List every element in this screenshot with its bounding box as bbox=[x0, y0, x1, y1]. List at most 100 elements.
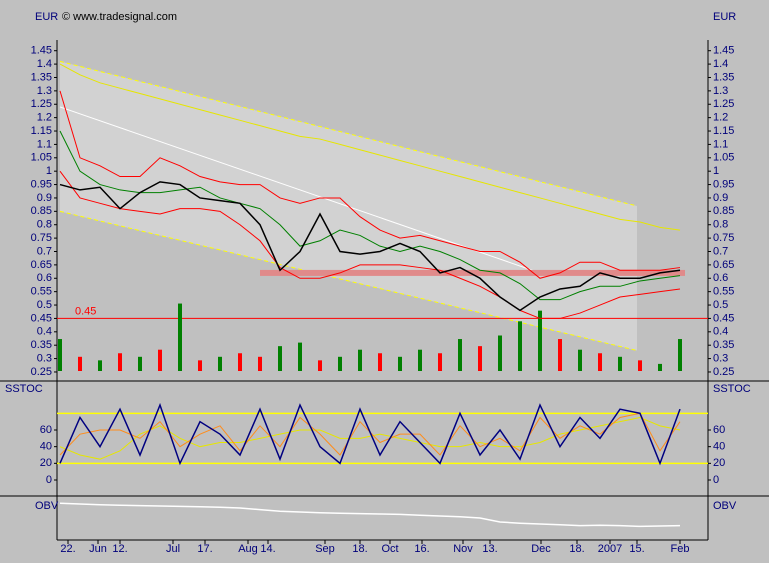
y-tick-label: 0.45 bbox=[713, 312, 734, 324]
volume-bar bbox=[238, 353, 242, 371]
volume-bar bbox=[218, 356, 222, 371]
volume-bar bbox=[358, 349, 362, 371]
x-tick-label: 22. bbox=[60, 543, 75, 555]
y-tick-label: 0.35 bbox=[31, 339, 52, 351]
volume-bar bbox=[658, 363, 662, 371]
y-tick-label: 0.3 bbox=[37, 352, 52, 364]
volume-bar bbox=[158, 349, 162, 371]
y-tick-label: 0 bbox=[46, 474, 52, 486]
volume-bar bbox=[638, 360, 642, 371]
volume-bar bbox=[78, 356, 82, 371]
y-tick-label: 0.55 bbox=[31, 286, 52, 298]
y-tick-label: 1.1 bbox=[37, 138, 52, 150]
y-tick-label: 0.4 bbox=[713, 326, 728, 338]
series-line bbox=[59, 402, 681, 466]
y-tick-label: 0.95 bbox=[31, 178, 52, 190]
volume-bar bbox=[378, 353, 382, 371]
y-tick-label: 0.75 bbox=[713, 232, 734, 244]
y-tick-label: 20 bbox=[40, 457, 52, 469]
y-tick-label: 0.55 bbox=[713, 286, 734, 298]
volume-bar bbox=[558, 339, 562, 371]
y-tick-label: 1.35 bbox=[31, 71, 52, 83]
y-tick-label: 60 bbox=[40, 424, 52, 436]
trend-line bbox=[59, 106, 541, 274]
x-tick-label: Jul bbox=[166, 543, 180, 555]
y-tick-label: 0 bbox=[713, 474, 719, 486]
x-tick-label: 16. bbox=[414, 543, 429, 555]
volume-bar bbox=[418, 349, 422, 371]
volume-bar bbox=[578, 349, 582, 371]
y-tick-label: 1.15 bbox=[713, 125, 734, 137]
y-tick-label: 1.3 bbox=[37, 85, 52, 97]
volume-bar bbox=[458, 339, 462, 371]
volume-bar bbox=[678, 339, 682, 371]
volume-bar bbox=[438, 353, 442, 371]
y-tick-label: 60 bbox=[713, 424, 725, 436]
y-tick-label: 0.6 bbox=[37, 272, 52, 284]
x-tick-label: 14. bbox=[260, 543, 275, 555]
volume-bar bbox=[118, 353, 122, 371]
level-label: 0.45 bbox=[75, 305, 96, 317]
y-tick-label: 0.35 bbox=[713, 339, 734, 351]
series-line bbox=[59, 416, 681, 460]
y-tick-label: 0.75 bbox=[31, 232, 52, 244]
series-line bbox=[59, 130, 681, 301]
y-tick-label: 0.6 bbox=[713, 272, 728, 284]
copyright: © www.tradesignal.com bbox=[62, 11, 177, 23]
volume-bar bbox=[298, 342, 302, 371]
volume-bar bbox=[98, 360, 102, 371]
x-tick-label: 13. bbox=[482, 543, 497, 555]
y-tick-label: 0.4 bbox=[37, 326, 52, 338]
y-tick-label: 1.4 bbox=[37, 58, 52, 70]
y-tick-label: 0.9 bbox=[37, 192, 52, 204]
y-tick-label: 1.4 bbox=[713, 58, 728, 70]
y-tick-label: 1.3 bbox=[713, 85, 728, 97]
y-tick-label: 0.95 bbox=[713, 178, 734, 190]
channel-line bbox=[59, 210, 638, 352]
y-tick-label: 0.3 bbox=[713, 352, 728, 364]
x-tick-label: Oct bbox=[381, 543, 398, 555]
y-tick-label: 0.25 bbox=[31, 366, 52, 378]
volume-bar bbox=[518, 321, 522, 371]
y-tick-label: 1.15 bbox=[31, 125, 52, 137]
volume-bar bbox=[318, 360, 322, 371]
volume-bar bbox=[478, 346, 482, 371]
y-tick-label: 0.7 bbox=[713, 245, 728, 257]
y-tick-label: 1.1 bbox=[713, 138, 728, 150]
y-tick-label: 1 bbox=[46, 165, 52, 177]
volume-bar bbox=[138, 356, 142, 371]
y-tick-label: 40 bbox=[713, 441, 725, 453]
x-tick-label: 12. bbox=[112, 543, 127, 555]
volume-bar bbox=[198, 360, 202, 371]
volume-bar bbox=[598, 353, 602, 371]
channel-line bbox=[59, 60, 638, 207]
series-line bbox=[59, 170, 681, 319]
y-tick-label: 1.05 bbox=[713, 152, 734, 164]
y-tick-label: 1.45 bbox=[713, 45, 734, 57]
y-axis-label: EUR bbox=[35, 11, 58, 23]
y-tick-label: 0.65 bbox=[713, 259, 734, 271]
y-tick-label: 0.9 bbox=[713, 192, 728, 204]
y-axis-label: SSTOC bbox=[5, 383, 43, 395]
y-tick-label: 1.45 bbox=[31, 45, 52, 57]
y-tick-label: 1.35 bbox=[713, 71, 734, 83]
x-tick-label: Aug bbox=[238, 543, 258, 555]
y-tick-label: 0.25 bbox=[713, 366, 734, 378]
series-line bbox=[59, 181, 681, 312]
x-tick-label: 2007 bbox=[598, 543, 622, 555]
y-tick-label: 0.7 bbox=[37, 245, 52, 257]
x-tick-label: 18. bbox=[352, 543, 367, 555]
volume-bar bbox=[498, 335, 502, 371]
volume-bar bbox=[278, 346, 282, 371]
x-tick-label: Dec bbox=[531, 543, 551, 555]
series-line bbox=[59, 502, 681, 528]
y-tick-label: 0.5 bbox=[713, 299, 728, 311]
volume-bar bbox=[538, 310, 542, 371]
x-tick-label: 17. bbox=[197, 543, 212, 555]
y-tick-label: 0.8 bbox=[37, 219, 52, 231]
volume-bar bbox=[258, 356, 262, 371]
y-tick-label: 0.85 bbox=[31, 205, 52, 217]
y-tick-label: 40 bbox=[40, 441, 52, 453]
y-axis-label: OBV bbox=[713, 500, 737, 512]
